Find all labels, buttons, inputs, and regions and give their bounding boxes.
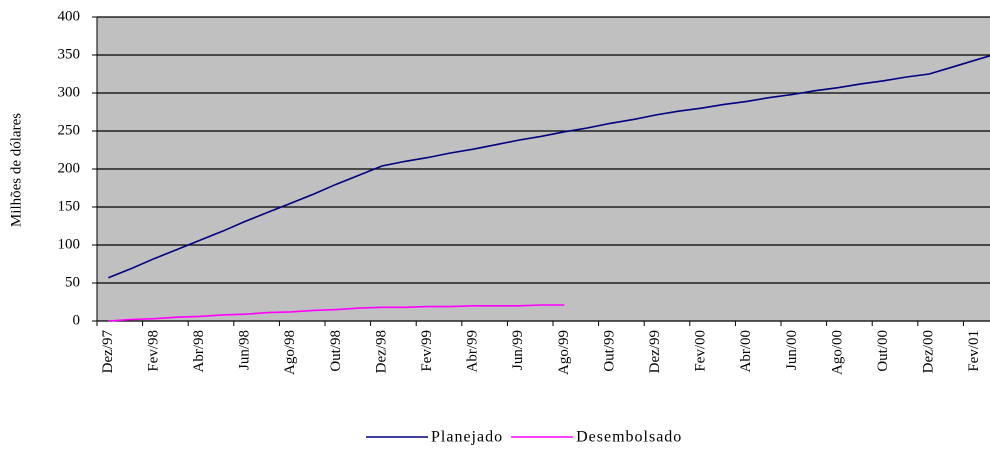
y-tick-label: 250 [58, 122, 81, 138]
series-line [108, 54, 990, 279]
y-tick-label: 300 [58, 84, 81, 100]
x-tick-label: Fev/01 [966, 330, 982, 372]
x-tick-label: Fev/99 [419, 330, 435, 372]
x-tick-label: Dez/00 [921, 330, 937, 373]
x-tick-label: Abr/99 [465, 330, 481, 373]
x-tick-label: Out/00 [875, 330, 891, 372]
x-tick-label: Ago/99 [556, 330, 572, 375]
x-tick-label: Fev/00 [693, 330, 709, 372]
x-tick-label: Abr/98 [191, 330, 207, 373]
series-line [108, 304, 565, 322]
x-tick-label: Ago/98 [282, 330, 298, 375]
y-tick-label: 200 [58, 160, 81, 176]
x-tick-label: Fev/98 [145, 330, 161, 372]
y-tick-label: 100 [58, 236, 81, 252]
y-tick-label: 0 [73, 312, 81, 328]
y-tick-label: 400 [58, 8, 81, 24]
y-axis-label: Milhões de dólares [8, 113, 24, 227]
x-tick-label: Dez/99 [647, 330, 663, 373]
y-tick-label: 50 [65, 274, 80, 290]
x-tick-label: Abr/00 [738, 330, 754, 373]
y-tick-label: 150 [58, 198, 81, 214]
x-tick-label: Dez/97 [100, 330, 116, 374]
legend-label: Desembolsado [576, 429, 682, 446]
y-tick-label: 350 [58, 46, 81, 62]
x-tick-label: Out/98 [328, 330, 344, 372]
x-tick-label: Ago/00 [829, 330, 845, 375]
x-tick-label: Out/99 [601, 330, 617, 372]
x-tick-label: Dez/98 [373, 330, 389, 373]
legend-label: Planejado [431, 429, 503, 446]
x-tick-label: Jun/98 [237, 330, 253, 370]
x-tick-label: Jun/00 [784, 330, 800, 370]
x-tick-label: Jun/99 [510, 330, 526, 370]
